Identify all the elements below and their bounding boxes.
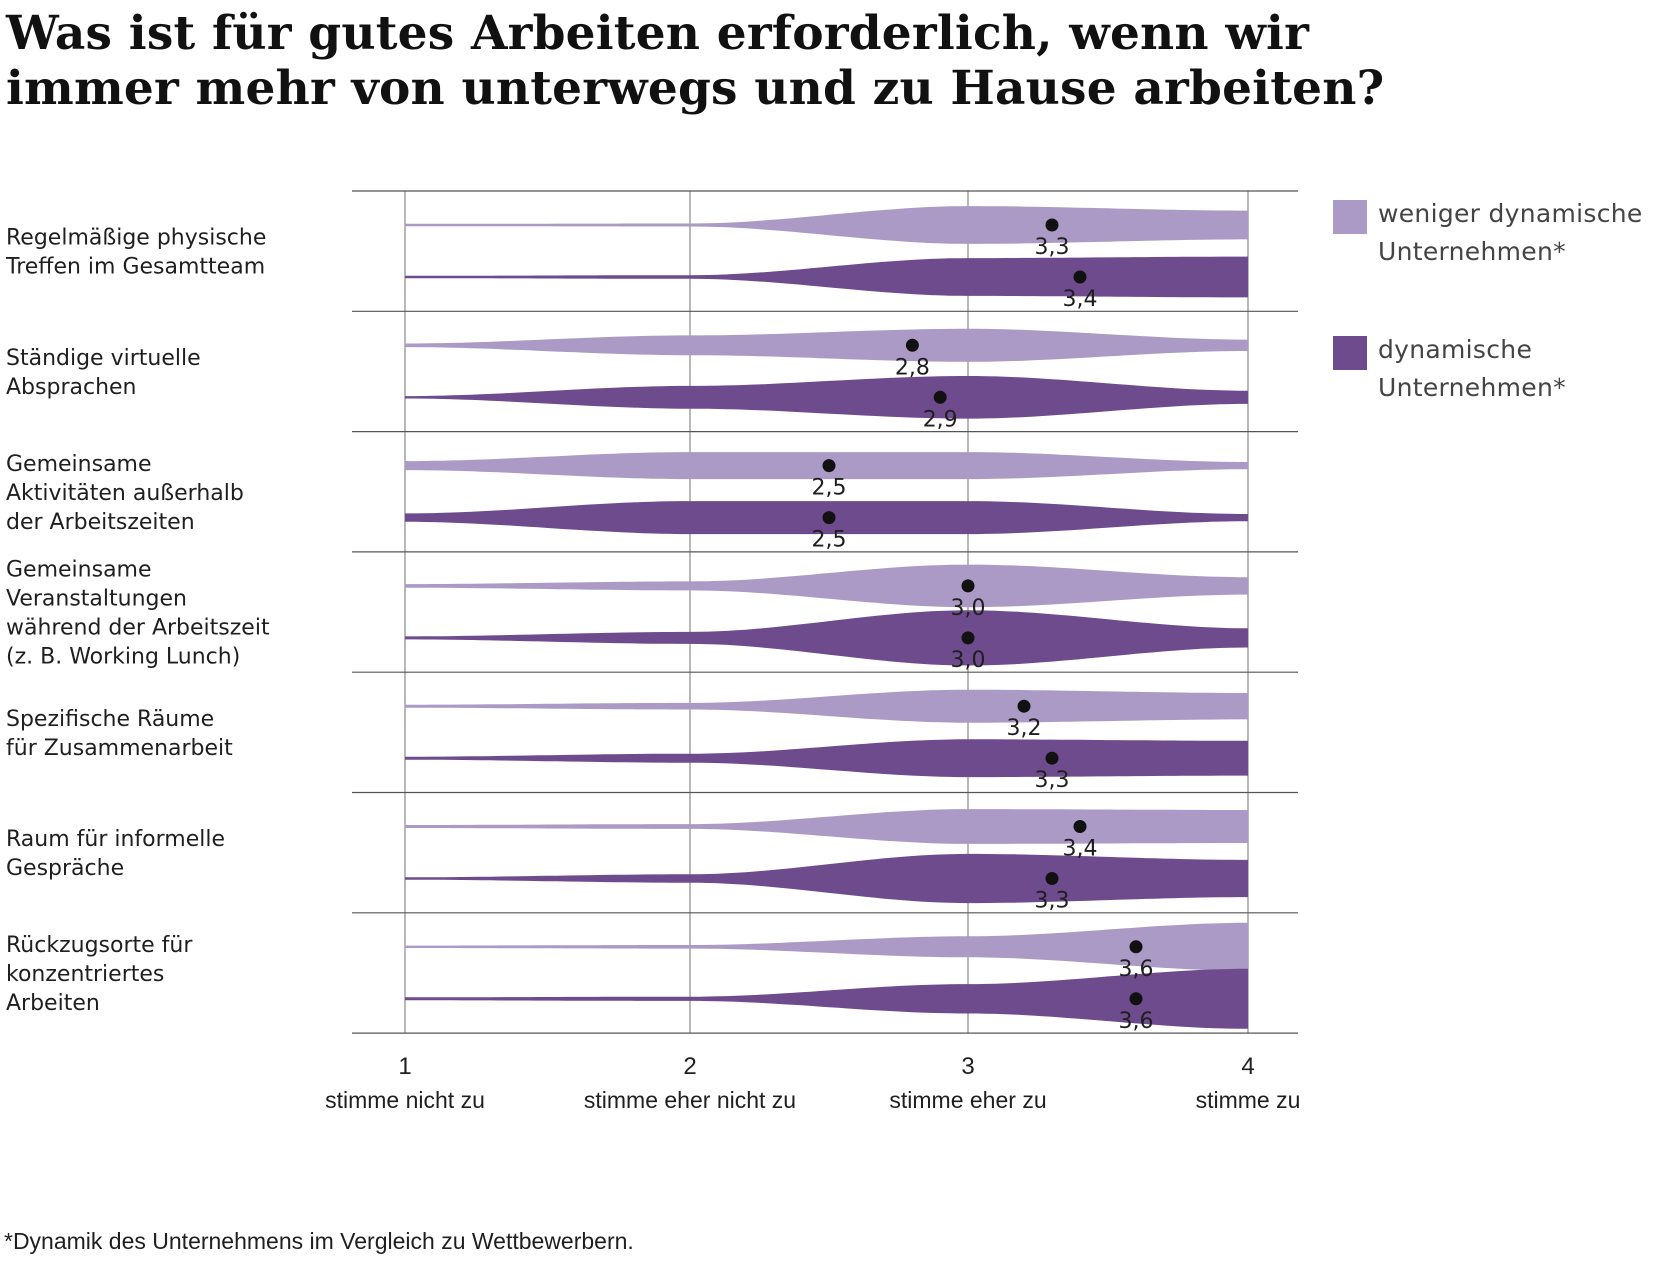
- footnote: *Dynamik des Unternehmens im Vergleich z…: [4, 1228, 634, 1254]
- x-tick-value: 1: [398, 1053, 411, 1080]
- mean-label: 3,3: [1035, 889, 1070, 914]
- mean-label: 3,3: [1035, 768, 1070, 793]
- mean-point: [961, 631, 975, 645]
- mean-label: 2,5: [812, 476, 847, 501]
- category-label: Gemeinsame Veranstaltungen während der Arb…: [6, 558, 270, 670]
- violin-less-dynamic: [405, 809, 1248, 844]
- chart-title-line-1: Was ist für gutes Arbeiten erforderlich,…: [6, 6, 1310, 61]
- grid-lines: [352, 190, 1298, 1034]
- mean-label: 3,6: [1119, 957, 1154, 982]
- category-label: Spezifische Räume für Zusammenarbeit: [6, 707, 233, 761]
- mean-label: 3,0: [951, 648, 986, 673]
- x-tick-label: stimme zu: [1196, 1087, 1301, 1113]
- category-labels: Regelmäßige physische Treffen im Gesamtte…: [5, 226, 270, 1016]
- legend-item-less-dynamic: weniger dynamische Unternehmen*: [1333, 195, 1648, 331]
- violin-less-dynamic: [405, 922, 1248, 971]
- violin-dynamic: [405, 968, 1248, 1029]
- chart-title-line-2: immer mehr von unterwegs und zu Hause ar…: [6, 61, 1385, 116]
- violin-less-dynamic: [405, 206, 1248, 244]
- violin-less-dynamic: [405, 689, 1248, 723]
- legend-item-dynamic: dynamische Unternehmen*: [1333, 331, 1648, 467]
- x-tick-value: 4: [1241, 1053, 1254, 1080]
- violin-dynamic: [405, 256, 1248, 298]
- category-label: Regelmäßige physische Treffen im Gesamtte…: [5, 226, 266, 280]
- violin-shapes: [405, 206, 1248, 1029]
- mean-point: [1017, 699, 1031, 713]
- mean-point: [1073, 820, 1087, 833]
- category-label: Gemeinsame Aktivitäten außerhalb der Arbei…: [6, 452, 244, 535]
- mean-point: [961, 579, 975, 593]
- x-axis: 1 stimme nicht zu 2 stimme eher nicht zu 3 st…: [325, 1053, 1300, 1113]
- x-tick-label: stimme nicht zu: [325, 1087, 485, 1113]
- violin-dynamic: [405, 610, 1248, 666]
- mean-label: 3,0: [951, 596, 986, 621]
- mean-point: [822, 511, 836, 525]
- x-tick-label: stimme eher nicht zu: [584, 1087, 796, 1113]
- mean-point: [822, 459, 836, 473]
- x-tick-label: stimme eher zu: [889, 1087, 1046, 1113]
- chart-title: Was ist für gutes Arbeiten erforderlich,…: [6, 6, 1646, 116]
- mean-label: 3,4: [1063, 287, 1098, 312]
- mean-point: [905, 338, 919, 352]
- x-tick-value: 2: [683, 1053, 696, 1080]
- x-tick-value: 3: [961, 1053, 974, 1080]
- legend-label-line-1: weniger dynamische: [1378, 199, 1643, 228]
- legend-label-less-dynamic: weniger dynamische Unternehmen*: [1378, 195, 1648, 271]
- legend-label-line-2: Unternehmen*: [1378, 237, 1566, 266]
- legend-swatch-less-dynamic: [1333, 200, 1367, 234]
- legend: weniger dynamische Unternehmen* dynamisc…: [1333, 195, 1648, 467]
- mean-label: 3,4: [1063, 837, 1098, 862]
- mean-point: [1129, 940, 1143, 954]
- violin-less-dynamic: [405, 328, 1248, 362]
- legend-label-line-1: dynamische: [1378, 335, 1533, 364]
- mean-point: [1073, 270, 1087, 284]
- violin-dynamic: [405, 376, 1248, 419]
- mean-point: [933, 390, 947, 404]
- legend-label-dynamic: dynamische Unternehmen*: [1378, 331, 1648, 407]
- mean-label: 2,8: [895, 355, 930, 380]
- violin-less-dynamic: [405, 564, 1248, 608]
- mean-point: [1045, 872, 1059, 885]
- mean-label: 3,6: [1119, 1009, 1154, 1034]
- mean-point: [1045, 751, 1059, 765]
- category-label: Rückzugsorte für konzentriertes Arbeiten: [6, 933, 193, 1016]
- mean-point: [1045, 218, 1059, 232]
- mean-label: 2,5: [812, 528, 847, 553]
- legend-label-line-2: Unternehmen*: [1378, 373, 1566, 402]
- violin-dynamic: [405, 853, 1248, 904]
- violin-dynamic: [405, 739, 1248, 778]
- mean-label: 2,9: [923, 407, 958, 432]
- category-label: Raum für informelle Gespräche: [6, 827, 225, 881]
- category-label: Ständige virtuelle Absprachen: [6, 346, 201, 400]
- legend-swatch-dynamic: [1333, 336, 1367, 370]
- mean-markers: 3,3 3,4 2,8 2,9 2,5 2,5 3,0 3,0 3,2 3,3 3,4 3,3 3,6 3…: [812, 218, 1154, 1034]
- mean-label: 3,3: [1035, 235, 1070, 260]
- mean-label: 3,2: [1007, 716, 1042, 741]
- mean-point: [1129, 992, 1143, 1006]
